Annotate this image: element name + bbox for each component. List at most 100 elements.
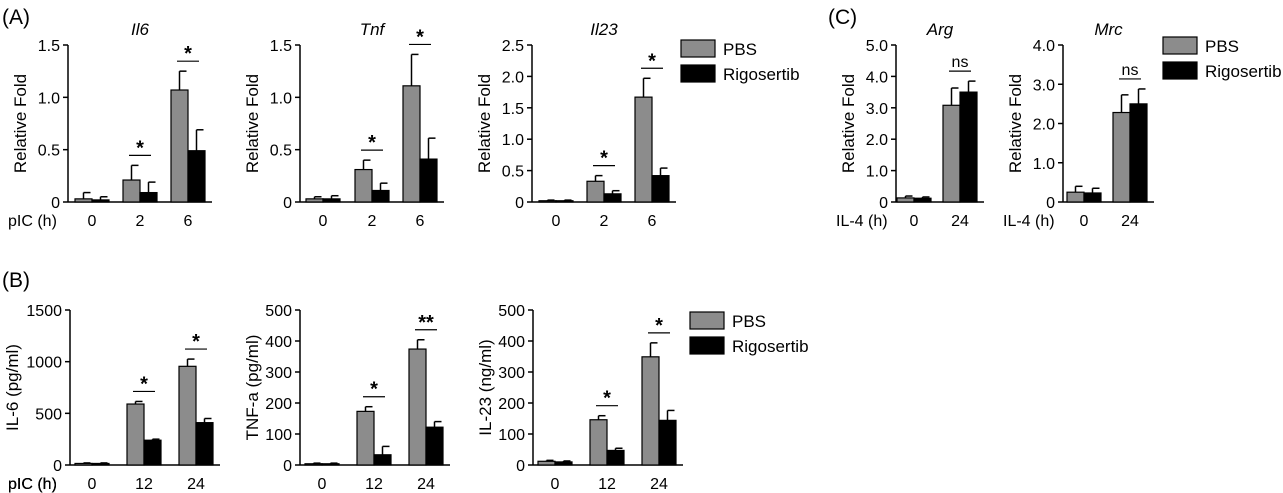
significance-label: * (600, 148, 608, 170)
y-tick-label: 200 (498, 396, 525, 413)
legend-swatch-rigosertib (680, 64, 716, 83)
x-tick-label: 2 (136, 213, 145, 230)
chart-title: Arg (926, 20, 954, 39)
bar-pbs (122, 179, 141, 203)
chart-title: Il23 (590, 20, 618, 39)
y-tick-label: 2.5 (502, 38, 524, 55)
bar-rigosertib (651, 175, 670, 203)
y-axis-label: Relative Fold (839, 74, 858, 173)
legend-label: Rigosertib (732, 337, 809, 356)
chart-2: 0 0.5 1.0 1.5 2.0 2.5 Relative Fold Il23 0 2 * 6 * (475, 20, 676, 230)
chart-1: 0 0.5 1.0 1.5 Relative Fold Tnf 0 2 * 6 * (243, 20, 444, 230)
y-tick-label: 300 (498, 365, 525, 382)
y-tick-label: 0 (53, 458, 62, 475)
x-tick-label: 24 (1121, 213, 1139, 230)
legend-label: PBS (723, 40, 757, 59)
chart-title: Tnf (360, 20, 387, 39)
significance-label: * (648, 50, 656, 72)
legend-swatch-pbs (680, 39, 716, 58)
x-tick-label: 0 (319, 213, 328, 230)
y-tick-label: 1.0 (866, 164, 888, 181)
bar-rigosertib (143, 439, 162, 466)
legend-label: PBS (732, 312, 766, 331)
bar-pbs (304, 463, 323, 466)
bar-pbs (641, 356, 660, 466)
y-tick-label: 1.0 (1033, 156, 1055, 173)
bar-rigosertib (321, 463, 340, 466)
bar-pbs (74, 198, 93, 203)
x-tick-label: 6 (416, 213, 425, 230)
x-tick-label: 0 (88, 213, 97, 230)
bar-pbs (538, 200, 557, 203)
bar-pbs (589, 419, 608, 466)
bar-rigosertib (1129, 103, 1148, 203)
significance-label: * (184, 43, 192, 65)
bar-pbs (170, 89, 189, 203)
y-tick-label: 0 (283, 458, 292, 475)
bar-rigosertib (139, 191, 158, 203)
significance-label: * (368, 132, 376, 154)
bar-rigosertib (603, 193, 622, 203)
bar-rigosertib (373, 454, 392, 466)
bar-pbs (408, 348, 427, 466)
bar-rigosertib (555, 200, 574, 203)
y-tick-label: 400 (498, 334, 525, 351)
y-tick-label: 1.0 (270, 90, 292, 107)
y-axis-label: Relative Fold (1006, 74, 1025, 173)
x-tick-label: 24 (417, 476, 435, 493)
y-tick-label: 0 (879, 195, 888, 212)
y-tick-label: 0.5 (502, 164, 524, 181)
legend-label: Rigosertib (723, 65, 800, 84)
bar-pbs (402, 85, 421, 203)
y-tick-label: 3.0 (866, 101, 888, 118)
bar-pbs (178, 365, 197, 466)
bar-pbs (586, 180, 605, 203)
bar-rigosertib (91, 199, 110, 203)
bar-pbs (356, 410, 375, 466)
legend-1: PBS Rigosertib (689, 311, 809, 356)
bar-rigosertib (913, 197, 932, 203)
bar-pbs (305, 198, 324, 203)
x-axis-label: IL-4 (h) (836, 213, 888, 230)
y-tick-label: 0 (516, 458, 525, 475)
y-tick-label: 0 (1046, 195, 1055, 212)
x-tick-label: 24 (650, 476, 668, 493)
legend-swatch-pbs (689, 311, 725, 330)
bar-pbs (634, 96, 653, 203)
x-tick-label: 0 (551, 476, 560, 493)
bar-pbs (1066, 191, 1085, 203)
y-tick-label: 400 (265, 334, 292, 351)
panel-label-a: (A) (2, 6, 30, 29)
significance-label: ns (952, 54, 969, 71)
legend-swatch-pbs (1162, 36, 1198, 55)
y-tick-label: 1500 (26, 303, 62, 320)
chart-3: 0 1.0 2.0 3.0 4.0 5.0 Relative Fold Arg IL-4 (h)… (836, 20, 984, 230)
x-tick-label: 12 (598, 476, 616, 493)
y-tick-label: 1.5 (38, 38, 60, 55)
y-tick-label: 4.0 (866, 69, 888, 86)
y-tick-label: 0.5 (270, 143, 292, 160)
y-tick-label: 2.0 (866, 132, 888, 149)
bar-rigosertib (606, 449, 625, 466)
y-tick-label: 0 (283, 195, 292, 212)
legend-0: PBS Rigosertib (680, 39, 800, 84)
legends-layer: PBS Rigosertib PBS Rigosertib PBS Rigosertib (680, 36, 1282, 356)
x-tick-label: 0 (552, 213, 561, 230)
y-axis-label: TNF-a (pg/ml) (243, 335, 262, 441)
y-axis-label: Relative Fold (475, 74, 494, 173)
chart-title: Mrc (1094, 20, 1123, 39)
bar-pbs (126, 403, 145, 466)
x-axis-label: pIC (h) (8, 213, 57, 230)
legend-swatch-rigosertib (689, 336, 725, 355)
y-tick-label: 100 (265, 427, 292, 444)
significance-label: * (416, 26, 424, 48)
y-tick-label: 5.0 (866, 38, 888, 55)
x-tick-label: 24 (187, 476, 205, 493)
x-tick-label: 6 (184, 213, 193, 230)
bar-rigosertib (554, 461, 573, 466)
